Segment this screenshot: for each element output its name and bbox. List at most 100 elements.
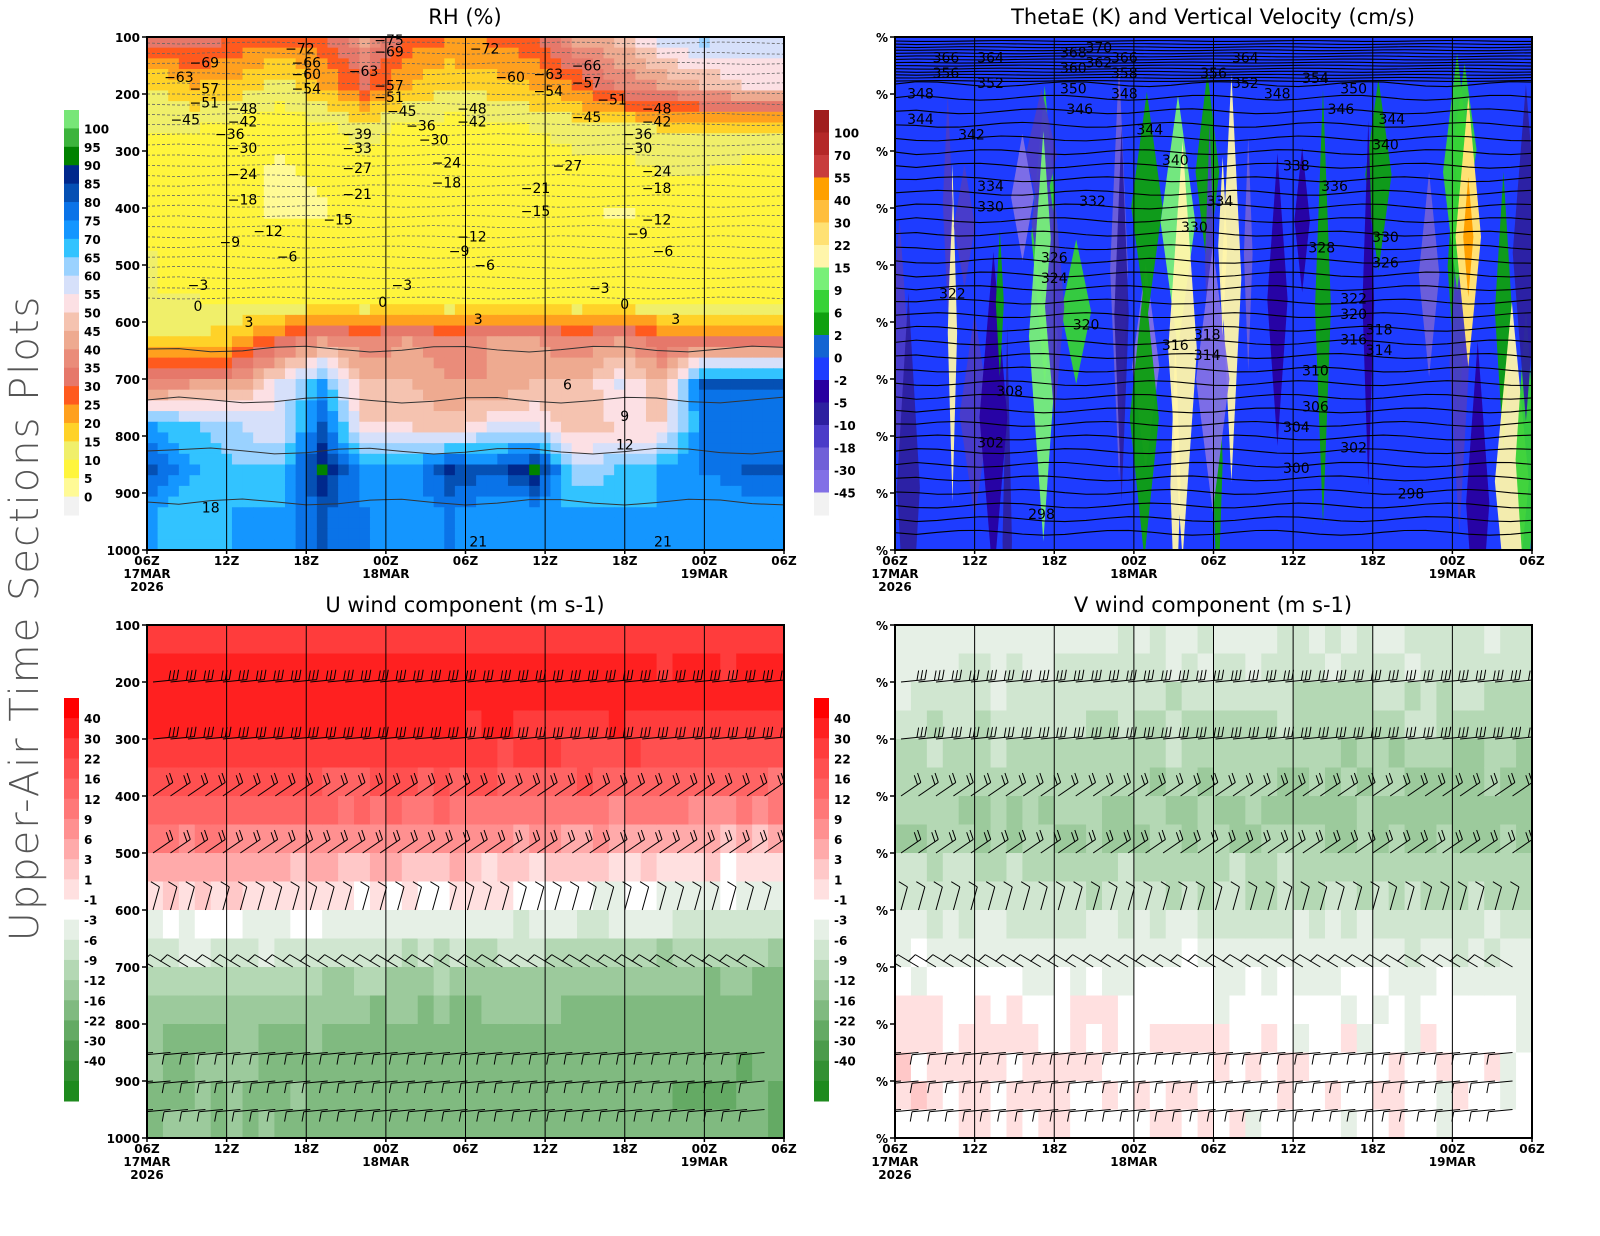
wind-cell: [322, 796, 339, 826]
rh-cell: [327, 304, 339, 316]
rh-cell: [253, 336, 265, 348]
rh-cell: [752, 229, 764, 241]
rh-cell: [263, 314, 275, 327]
rh-cell: [242, 453, 254, 466]
rh-cell: [433, 175, 445, 188]
rh-cell: [730, 143, 743, 156]
temperature-contour-label: −15: [323, 212, 353, 228]
rh-cell: [550, 443, 562, 455]
rh-cell: [359, 229, 371, 241]
wind-barb-flag: [500, 727, 504, 738]
rh-cell: [762, 175, 774, 188]
wind-cell: [274, 1081, 291, 1111]
rh-cell: [359, 432, 371, 444]
rh-cell: [306, 186, 318, 198]
colorbar-swatch: [64, 441, 79, 461]
thetae-contour-label: 364: [977, 51, 1004, 67]
wind-cell: [688, 881, 705, 911]
rh-cell: [263, 485, 275, 498]
rh-cell: [518, 379, 530, 391]
rh-cell: [242, 165, 254, 177]
rh-cell: [762, 293, 774, 305]
temperature-contour-label: 3: [474, 312, 483, 328]
wind-cell: [354, 625, 371, 655]
rh-cell: [242, 304, 254, 316]
wind-barb-flag: [588, 829, 593, 840]
temperature-contour: [147, 113, 784, 116]
rh-cell: [263, 282, 275, 295]
wind-cell: [672, 1024, 690, 1054]
rh-cell: [263, 122, 275, 134]
rh-cell: [614, 218, 626, 230]
rh-cell: [592, 314, 605, 327]
rh-cell: [677, 79, 690, 92]
rh-cell: [476, 314, 488, 327]
rh-cell: [624, 485, 636, 498]
rh-cell: [168, 175, 180, 188]
wind-cell: [768, 710, 784, 740]
rh-cell: [454, 357, 467, 369]
rh-cell: [147, 58, 159, 70]
rh-cell: [667, 507, 679, 519]
rh-cell: [285, 389, 297, 401]
rh-cell: [720, 528, 732, 540]
rh-cell: [454, 37, 467, 49]
wind-cell: [497, 767, 514, 797]
wind-cell: [258, 881, 275, 911]
wind-cell: [306, 853, 323, 883]
rh-cell: [614, 475, 626, 487]
rh-cell: [614, 47, 626, 59]
wind-cell: [433, 1024, 451, 1054]
rh-cell: [454, 336, 467, 348]
rh-cell: [200, 197, 212, 209]
rh-cell: [178, 432, 191, 444]
rh-cell: [561, 443, 573, 455]
wind-barb-flag: [441, 1083, 445, 1094]
wind-cell: [592, 682, 610, 712]
rh-cell: [688, 186, 700, 198]
wind-barb-flag: [668, 1083, 672, 1094]
rh-cell: [338, 432, 350, 444]
rh-cell: [624, 208, 636, 220]
x-tick-label: 12Z: [214, 554, 240, 568]
rh-cell: [507, 143, 520, 156]
rh-cell: [412, 47, 424, 59]
rh-cell: [497, 432, 509, 444]
rh-cell: [720, 261, 732, 273]
rh-cell: [316, 443, 329, 455]
wind-barb: [743, 954, 765, 968]
wind-cell: [290, 710, 307, 740]
colorbar-swatch: [64, 349, 79, 369]
wind-barb-flag: [407, 1140, 409, 1150]
wind-barb: [688, 1052, 713, 1056]
wind-barb-flag: [735, 726, 739, 737]
wind-cell: [401, 625, 419, 655]
rh-cell: [582, 186, 594, 198]
rh-cell: [486, 346, 498, 359]
rh-cell: [667, 475, 679, 487]
rh-cell: [709, 143, 721, 156]
colorbar-label: 50: [84, 307, 101, 321]
rh-cell: [306, 261, 318, 273]
wind-barb-flag: [521, 670, 525, 681]
rh-cell: [295, 293, 307, 305]
rh-cell: [497, 208, 509, 220]
rh-cell: [486, 197, 498, 209]
rh-cell: [667, 379, 679, 391]
wind-cell: [274, 995, 291, 1025]
wind-barb: [513, 1109, 538, 1113]
rh-cell: [518, 272, 530, 284]
rh-cell: [645, 485, 658, 498]
rh-cell: [645, 133, 658, 145]
rh-cell: [762, 79, 774, 92]
wind-barb-flag: [605, 772, 611, 783]
temperature-contour-label: −30: [228, 141, 258, 157]
wind-barb-flag: [249, 1111, 252, 1122]
colorbar-label: 30: [834, 217, 851, 231]
wind-barb-flag: [738, 1083, 742, 1094]
rh-cell: [614, 346, 626, 359]
rh-cell: [147, 325, 159, 337]
x-tick-label: 00Z: [373, 554, 399, 568]
rh-cell: [369, 90, 382, 102]
rh-cell: [486, 539, 498, 550]
